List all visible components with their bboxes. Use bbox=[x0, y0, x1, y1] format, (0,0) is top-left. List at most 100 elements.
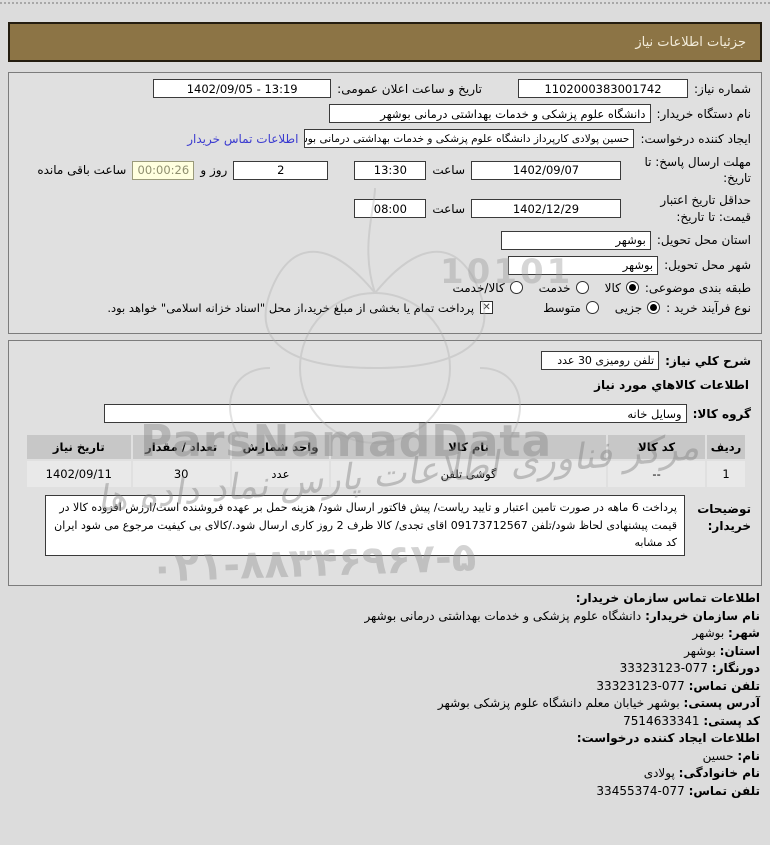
col-header-row: ردیف bbox=[707, 435, 745, 459]
org-contact-heading: اطلاعات تماس سازمان خریدار: bbox=[575, 591, 760, 605]
response-deadline-time-field[interactable]: 13:30 bbox=[354, 160, 427, 180]
classification-label: طبقه بندی موضوعی: bbox=[644, 280, 751, 295]
radio-selected-icon[interactable] bbox=[625, 281, 639, 295]
field-value: 33323123-077 bbox=[619, 661, 708, 676]
contact-line-phone: تلفن تماس: 33323123-077 bbox=[10, 678, 760, 696]
contact-line-org-name: نام سازمان خریدار: دانشگاه علوم پزشکی و … bbox=[10, 608, 760, 626]
field-label: نام: bbox=[737, 748, 760, 763]
price-validity-time-field[interactable]: 08:00 bbox=[354, 199, 427, 219]
field-label: شهر: bbox=[728, 626, 760, 641]
cell-row: 1 bbox=[707, 461, 745, 487]
contact-line-postal: کد پستی: 7514633341 bbox=[10, 713, 760, 731]
radio-option-minor[interactable]: جزیی bbox=[615, 301, 661, 315]
radio-option-label: خدمت bbox=[538, 280, 571, 295]
announce-datetime-field[interactable]: 1402/09/05 - 13:19 bbox=[153, 79, 332, 98]
field-label: آدرس پستی: bbox=[683, 696, 760, 711]
field-value: بوشهر bbox=[684, 643, 716, 658]
field-label: استان: bbox=[719, 643, 760, 658]
radio-icon[interactable] bbox=[509, 281, 523, 295]
radio-option-service[interactable]: خدمت bbox=[539, 281, 589, 295]
table-row: 1 -- گوشی تلفن عدد 30 1402/09/11 bbox=[27, 461, 745, 487]
announce-datetime-label: تاریخ و ساعت اعلان عمومی: bbox=[337, 81, 482, 96]
buyer-notes-field[interactable]: پرداخت 6 ماهه در صورت تامین اعتبار و تای… bbox=[45, 495, 685, 556]
contact-section: اطلاعات تماس سازمان خریدار: نام سازمان خ… bbox=[10, 590, 760, 800]
field-value: حسین bbox=[702, 748, 734, 763]
buyer-org-field[interactable]: دانشگاه علوم پزشکی و خدمات بهداشتی درمان… bbox=[328, 104, 651, 123]
row-need-number: شماره نیاز: 1102000383001742 تاریخ و ساع… bbox=[19, 79, 751, 98]
field-value: 7514633341 bbox=[623, 713, 700, 728]
radio-option-label: کالا bbox=[604, 280, 621, 295]
goods-group-label: گروه کالا: bbox=[692, 406, 751, 421]
contact-line-city: شهر: بوشهر bbox=[10, 625, 760, 643]
row-price-validity: حداقل تاریخ اعتبار قیمت: تا تاریخ: 1402/… bbox=[19, 192, 751, 224]
radio-option-medium[interactable]: متوسط bbox=[543, 301, 599, 315]
goods-table: ردیف کد کالا نام کالا واحد شمارش تعداد /… bbox=[25, 433, 747, 489]
field-label: تلفن تماس: bbox=[688, 783, 760, 798]
row-request-creator: ایجاد کننده درخواست: حسین پولادی کارپردا… bbox=[19, 129, 751, 148]
radio-icon[interactable] bbox=[575, 281, 589, 295]
response-deadline-hour-label: ساعت bbox=[432, 163, 465, 178]
buyer-org-label: نام دستگاه خریدار: bbox=[656, 106, 752, 121]
goods-table-header-row: ردیف کد کالا نام کالا واحد شمارش تعداد /… bbox=[27, 435, 745, 459]
row-purchase-type: نوع فرآیند خرید : جزیی متوسط ✕ پرداخت تم… bbox=[19, 301, 751, 315]
delivery-city-field[interactable]: بوشهر bbox=[508, 255, 659, 275]
col-header-unit: واحد شمارش bbox=[231, 435, 330, 459]
radio-option-goods-service[interactable]: کالا/خدمت bbox=[452, 280, 523, 295]
field-value: 33323123-077 bbox=[596, 678, 685, 693]
field-value: دانشگاه علوم پزشکی و خدمات بهداشتی درمان… bbox=[364, 608, 642, 623]
price-validity-label: حداقل تاریخ اعتبار قیمت: تا تاریخ: bbox=[660, 193, 751, 224]
field-value: 33455374-077 bbox=[596, 783, 685, 798]
need-desc-label: شرح کلي نیاز: bbox=[665, 353, 751, 368]
row-response-deadline: مهلت ارسال پاسخ: تا تاریخ: 1402/09/07 سا… bbox=[19, 154, 751, 186]
field-label: نام سازمان خریدار: bbox=[645, 608, 760, 623]
contact-line-creator-phone: تلفن تماس: 33455374-077 bbox=[10, 783, 760, 801]
purchase-type-label: نوع فرآیند خرید : bbox=[666, 300, 751, 315]
price-validity-date-field[interactable]: 1402/12/29 bbox=[471, 199, 621, 219]
row-delivery-province: استان محل تحویل: بوشهر bbox=[19, 230, 751, 250]
field-label: دورنگار: bbox=[711, 661, 760, 676]
cell-code: -- bbox=[608, 461, 706, 487]
delivery-province-label: استان محل تحویل: bbox=[656, 233, 751, 248]
goods-panel: شرح کلي نیاز: تلفن رومیزی 30 عدد اطلاعات… bbox=[8, 340, 762, 586]
row-need-desc: شرح کلي نیاز: تلفن رومیزی 30 عدد bbox=[19, 351, 751, 370]
radio-option-label: کالا/خدمت bbox=[452, 280, 505, 295]
row-buyer-notes: توضیحات خریدار: پرداخت 6 ماهه در صورت تا… bbox=[19, 495, 751, 556]
request-creator-field[interactable]: حسین پولادی کارپرداز دانشگاه علوم پزشکی … bbox=[304, 129, 635, 148]
contact-line-province: استان: بوشهر bbox=[10, 643, 760, 661]
radio-option-label: متوسط bbox=[543, 300, 581, 315]
treasury-checkbox-icon[interactable]: ✕ bbox=[480, 301, 494, 315]
field-label: تلفن تماس: bbox=[688, 678, 760, 693]
creator-contact-heading: اطلاعات ایجاد کننده درخواست: bbox=[576, 731, 760, 746]
contact-line-fax: دورنگار: 33323123-077 bbox=[10, 660, 760, 678]
cell-name: گوشی تلفن bbox=[331, 461, 607, 487]
request-creator-label: ایجاد کننده درخواست: bbox=[640, 131, 751, 146]
page-title: جزئیات اطلاعات نیاز bbox=[635, 34, 746, 50]
contact-line-last-name: نام خانوادگی: پولادی bbox=[10, 765, 760, 783]
field-value: بوشهر خیابان معلم دانشگاه علوم پزشکی بوش… bbox=[437, 696, 680, 711]
need-desc-field[interactable]: تلفن رومیزی 30 عدد bbox=[541, 351, 660, 370]
radio-option-goods[interactable]: کالا bbox=[605, 281, 639, 295]
col-header-qty: تعداد / مقدار bbox=[132, 435, 230, 459]
radio-icon[interactable] bbox=[585, 301, 599, 315]
delivery-city-label: شهر محل تحویل: bbox=[664, 258, 751, 273]
buyer-contact-link[interactable]: اطلاعات تماس خریدار bbox=[187, 131, 299, 146]
row-buyer-org: نام دستگاه خریدار: دانشگاه علوم پزشکی و … bbox=[19, 104, 751, 123]
treasury-checkbox-label: پرداخت تمام یا بخشی از مبلغ خرید،از محل … bbox=[107, 300, 475, 315]
delivery-province-field[interactable]: بوشهر bbox=[500, 230, 651, 250]
need-info-panel: شماره نیاز: 1102000383001742 تاریخ و ساع… bbox=[8, 72, 762, 334]
col-header-name: نام کالا bbox=[331, 435, 607, 459]
page-header: جزئیات اطلاعات نیاز bbox=[8, 22, 762, 62]
response-deadline-date-field[interactable]: 1402/09/07 bbox=[471, 160, 621, 180]
countdown-timer: 00:00:26 bbox=[132, 160, 195, 180]
need-number-field[interactable]: 1102000383001742 bbox=[518, 79, 688, 98]
response-deadline-label: مهلت ارسال پاسخ: تا تاریخ: bbox=[644, 155, 751, 186]
radio-selected-icon[interactable] bbox=[647, 301, 661, 315]
buyer-notes-label: توضیحات خریدار: bbox=[697, 502, 751, 533]
price-validity-hour-label: ساعت bbox=[432, 201, 465, 216]
col-header-code: کد کالا bbox=[608, 435, 706, 459]
goods-section-heading: اطلاعات کالاهاي مورد نیاز bbox=[594, 378, 749, 392]
days-remaining-field: 2 bbox=[233, 160, 329, 180]
goods-group-field[interactable]: وسایل خانه bbox=[103, 404, 687, 423]
row-classification: طبقه بندی موضوعی: کالا خدمت کالا/خدمت bbox=[19, 281, 751, 295]
top-divider bbox=[0, 2, 770, 4]
